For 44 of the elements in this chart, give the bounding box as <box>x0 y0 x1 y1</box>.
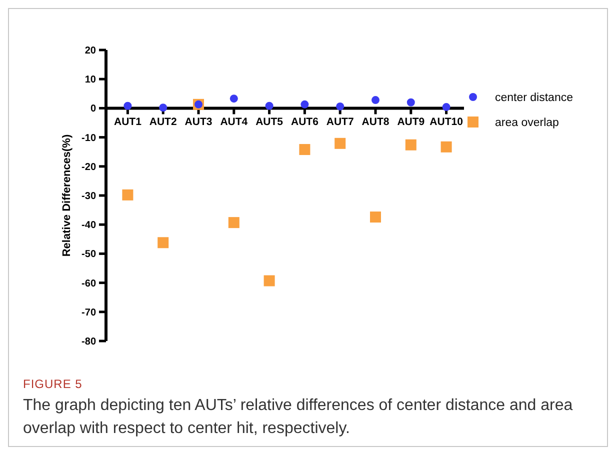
y-tick-label: -20 <box>82 162 96 173</box>
point <box>124 102 132 110</box>
point <box>405 139 416 150</box>
point <box>230 94 238 103</box>
point <box>442 103 450 112</box>
point <box>300 100 309 108</box>
point <box>370 212 381 223</box>
point <box>159 104 168 112</box>
x-tick-label: AUT7 <box>326 116 354 128</box>
point <box>372 96 380 104</box>
y-tick-label: -30 <box>82 191 96 202</box>
caption: FIGURE 5 <box>23 377 82 391</box>
y-tick-label: 10 <box>84 74 96 86</box>
point <box>228 217 240 228</box>
point <box>122 189 134 200</box>
x-tick-label: AUT3 <box>184 116 212 128</box>
point <box>299 144 310 156</box>
point <box>406 98 415 106</box>
point <box>265 102 274 110</box>
x-tick-label: AUT8 <box>362 116 390 128</box>
x-tick-label: AUT10 <box>430 116 464 128</box>
point <box>334 138 346 149</box>
legend-label: center distance <box>495 92 573 104</box>
point <box>336 102 344 110</box>
y-tick-label: 20 <box>84 46 96 56</box>
y-tick-label: -10 <box>82 132 96 144</box>
x-tick-label: AUT1 <box>114 116 142 128</box>
point <box>158 237 169 248</box>
y-tick-label: 0 <box>90 104 96 115</box>
y-axis-title: Relative Differences(%) <box>61 134 73 257</box>
x-tick-label: AUT9 <box>397 116 425 128</box>
y-tick-label: -70 <box>82 307 96 318</box>
legend-label: area overlap <box>495 117 559 130</box>
x-tick-label: AUT5 <box>256 116 284 128</box>
y-tick-label: -80 <box>82 336 96 348</box>
y-tick-label: -50 <box>82 249 96 260</box>
y-tick-label: -40 <box>82 220 96 232</box>
x-tick-label: AUT4 <box>220 116 248 128</box>
point <box>264 275 275 286</box>
x-tick-label: AUT6 <box>290 116 319 128</box>
text: The graph depicting ten AUTs’ relative differences of center distance and area overlap with respect to center hit, respectively. <box>23 396 574 439</box>
x-tick-label: AUT2 <box>149 116 177 128</box>
point <box>440 141 452 152</box>
y-tick-label: -60 <box>82 278 96 290</box>
